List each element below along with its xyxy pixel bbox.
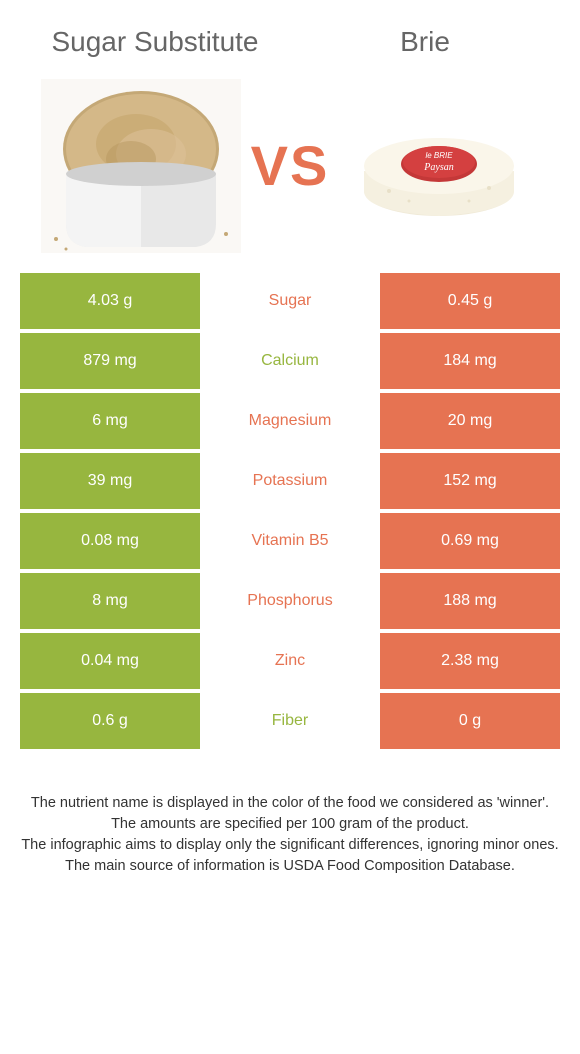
right-value: 0.69 mg <box>380 513 560 569</box>
vs-label: VS <box>251 133 330 198</box>
footer-line: The main source of information is USDA F… <box>20 856 560 877</box>
table-row: 0.04 mg Zinc 2.38 mg <box>20 633 560 689</box>
right-value: 188 mg <box>380 573 560 629</box>
right-value: 0 g <box>380 693 560 749</box>
images-row: VS le BRIE Paysan <box>0 69 580 273</box>
table-row: 0.6 g Fiber 0 g <box>20 693 560 749</box>
nutrient-label: Magnesium <box>200 393 380 449</box>
left-value: 0.08 mg <box>20 513 200 569</box>
left-value: 39 mg <box>20 453 200 509</box>
table-row: 0.08 mg Vitamin B5 0.69 mg <box>20 513 560 569</box>
comparison-table: 4.03 g Sugar 0.45 g 879 mg Calcium 184 m… <box>20 273 560 749</box>
nutrient-label: Vitamin B5 <box>200 513 380 569</box>
right-value: 152 mg <box>380 453 560 509</box>
nutrient-label: Phosphorus <box>200 573 380 629</box>
brie-image: le BRIE Paysan <box>339 79 539 253</box>
left-value: 6 mg <box>20 393 200 449</box>
header-right: Brie <box>290 25 560 59</box>
table-row: 879 mg Calcium 184 mg <box>20 333 560 389</box>
nutrient-label: Zinc <box>200 633 380 689</box>
left-value: 879 mg <box>20 333 200 389</box>
footer-line: The amounts are specified per 100 gram o… <box>20 814 560 835</box>
table-row: 6 mg Magnesium 20 mg <box>20 393 560 449</box>
footer-notes: The nutrient name is displayed in the co… <box>0 753 580 877</box>
brie-icon: le BRIE Paysan <box>349 96 529 236</box>
right-value: 184 mg <box>380 333 560 389</box>
left-value: 8 mg <box>20 573 200 629</box>
cup-icon <box>41 79 241 253</box>
table-row: 39 mg Potassium 152 mg <box>20 453 560 509</box>
right-value: 0.45 g <box>380 273 560 329</box>
left-value: 4.03 g <box>20 273 200 329</box>
svg-text:le BRIE: le BRIE <box>426 151 454 160</box>
right-value: 20 mg <box>380 393 560 449</box>
header-row: Sugar Substitute Brie <box>0 0 580 69</box>
table-row: 4.03 g Sugar 0.45 g <box>20 273 560 329</box>
footer-line: The infographic aims to display only the… <box>20 835 560 856</box>
sugar-substitute-image <box>41 79 241 253</box>
left-value: 0.6 g <box>20 693 200 749</box>
left-value: 0.04 mg <box>20 633 200 689</box>
right-value: 2.38 mg <box>380 633 560 689</box>
svg-text:Paysan: Paysan <box>424 162 454 173</box>
nutrient-label: Calcium <box>200 333 380 389</box>
header-left: Sugar Substitute <box>20 25 290 59</box>
nutrient-label: Potassium <box>200 453 380 509</box>
footer-line: The nutrient name is displayed in the co… <box>20 793 560 814</box>
nutrient-label: Sugar <box>200 273 380 329</box>
table-row: 8 mg Phosphorus 188 mg <box>20 573 560 629</box>
nutrient-label: Fiber <box>200 693 380 749</box>
